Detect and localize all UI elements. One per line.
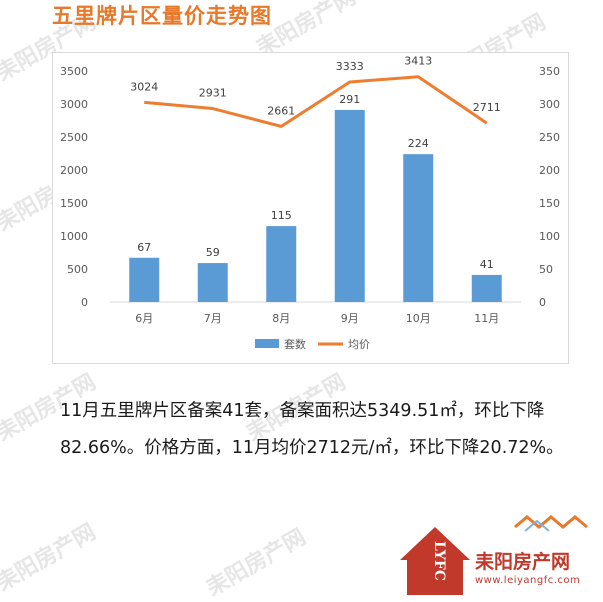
line-data-label: 3333 <box>336 60 364 73</box>
bar-data-label: 67 <box>137 241 151 254</box>
x-tick-label: 7月 <box>204 312 222 325</box>
y-left-tick-label: 1500 <box>60 197 88 210</box>
bar-mark <box>471 274 502 302</box>
logo-name: 耒阳房产网 <box>475 551 571 573</box>
x-tick-label: 9月 <box>341 312 359 325</box>
bar-mark <box>266 226 297 302</box>
y-right-tick-label: 150 <box>539 197 560 210</box>
legend-bar-label: 套数 <box>284 338 306 351</box>
x-tick-label: 11月 <box>474 312 499 325</box>
x-tick-label: 10月 <box>406 312 431 325</box>
y-right-tick-label: 50 <box>539 263 553 276</box>
line-series <box>144 75 488 128</box>
logo-badge: LYFC <box>431 540 448 582</box>
chart-svg: 0 500 1000 1500 2000 2500 3000 3500 0 50 100 150 200… <box>60 55 560 351</box>
bar-data-label: 224 <box>408 137 429 150</box>
watermark-text: 耒阳房产网 <box>0 519 101 597</box>
bar-mark <box>129 257 160 302</box>
x-tick-label: 8月 <box>272 312 290 325</box>
y-right-tick-label: 0 <box>539 296 546 309</box>
y-left-tick-label: 500 <box>67 263 88 276</box>
line-data-label: 2661 <box>267 104 295 117</box>
bar-data-label: 115 <box>271 209 292 222</box>
page-title: 五里牌片区量价走势图 <box>52 4 272 28</box>
y-right-tick-label: 350 <box>539 65 560 78</box>
y-left-tick-label: 3000 <box>60 98 88 111</box>
bar-data-label: 59 <box>206 246 220 259</box>
bar-mark <box>334 109 365 302</box>
description-paragraph: 11月五里牌片区备案41套，备案面积达5349.51㎡，环比下降82.66%。价… <box>60 401 564 458</box>
y-left-tick-label: 0 <box>81 296 88 309</box>
watermark-text: 耒阳房产网 <box>202 524 311 602</box>
chart-container: 0 500 1000 1500 2000 2500 3000 3500 0 50 100 150 200… <box>52 52 569 364</box>
line-data-label: 3413 <box>404 55 432 68</box>
y-right-tick-label: 250 <box>539 131 560 144</box>
bar-mark <box>403 154 434 302</box>
line-data-label: 2931 <box>199 87 227 100</box>
y-right-tick-label: 200 <box>539 164 560 177</box>
y-left-tick-label: 3500 <box>60 65 88 78</box>
line-data-label: 2711 <box>473 101 501 114</box>
legend-line-label: 均价 <box>348 338 370 351</box>
y-left-tick-label: 2000 <box>60 164 88 177</box>
site-logo: LYFC 耒阳房产网 www.leiyangfc.com <box>395 505 600 597</box>
logo-house-icon <box>400 515 588 595</box>
bar-data-label: 291 <box>339 93 360 106</box>
y-left-tick-label: 1000 <box>60 230 88 243</box>
y-left-tick-label: 2500 <box>60 131 88 144</box>
y-right-tick-label: 300 <box>539 98 560 111</box>
bar-mark <box>197 263 228 302</box>
legend-bar-swatch <box>255 339 279 348</box>
x-tick-label: 6月 <box>135 312 153 325</box>
line-data-label: 3024 <box>130 80 158 93</box>
bar-data-label: 41 <box>480 258 494 271</box>
y-right-tick-label: 100 <box>539 230 560 243</box>
logo-url: www.leiyangfc.com <box>475 575 581 586</box>
